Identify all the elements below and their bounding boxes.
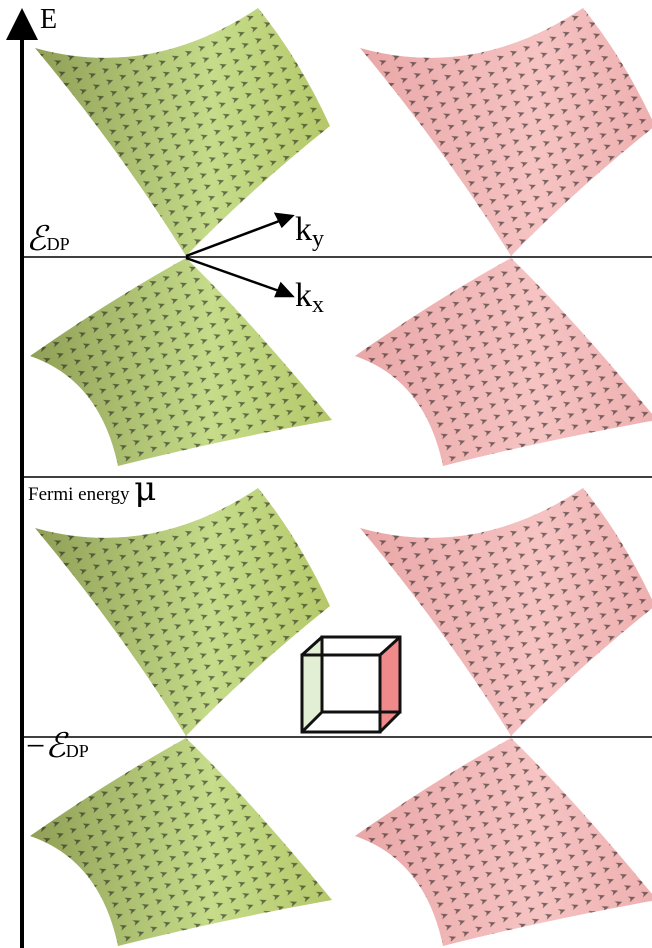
label-part: μ bbox=[134, 469, 156, 509]
label-part: DP bbox=[47, 234, 70, 254]
label-part: y bbox=[312, 226, 324, 252]
label-part: DP bbox=[66, 741, 89, 761]
pink-cone bbox=[355, 488, 652, 946]
kx-label: kx bbox=[295, 277, 324, 318]
level-label: −ℰDP bbox=[26, 728, 89, 765]
label-part: k bbox=[295, 277, 312, 314]
label-part: Fermi energy bbox=[28, 484, 130, 505]
ky-label: ky bbox=[295, 211, 324, 252]
fermi-label: Fermi energy μ bbox=[28, 469, 156, 509]
label-part: x bbox=[312, 292, 324, 318]
diagram: E ℰDP ky kx Fermi energy μ −ℰDP bbox=[0, 0, 652, 948]
axis-arrowhead bbox=[6, 8, 38, 40]
label-part: − bbox=[26, 728, 45, 765]
page: {"axis_label": "E", "upper_level": {"sym… bbox=[0, 0, 652, 948]
level-label: ℰDP bbox=[26, 221, 70, 258]
axis-label: E bbox=[40, 4, 57, 35]
green-cone bbox=[30, 488, 332, 946]
pink-cone bbox=[355, 8, 652, 466]
green-cone bbox=[30, 8, 332, 466]
cube-icon bbox=[302, 637, 400, 732]
label-part: k bbox=[295, 211, 312, 248]
